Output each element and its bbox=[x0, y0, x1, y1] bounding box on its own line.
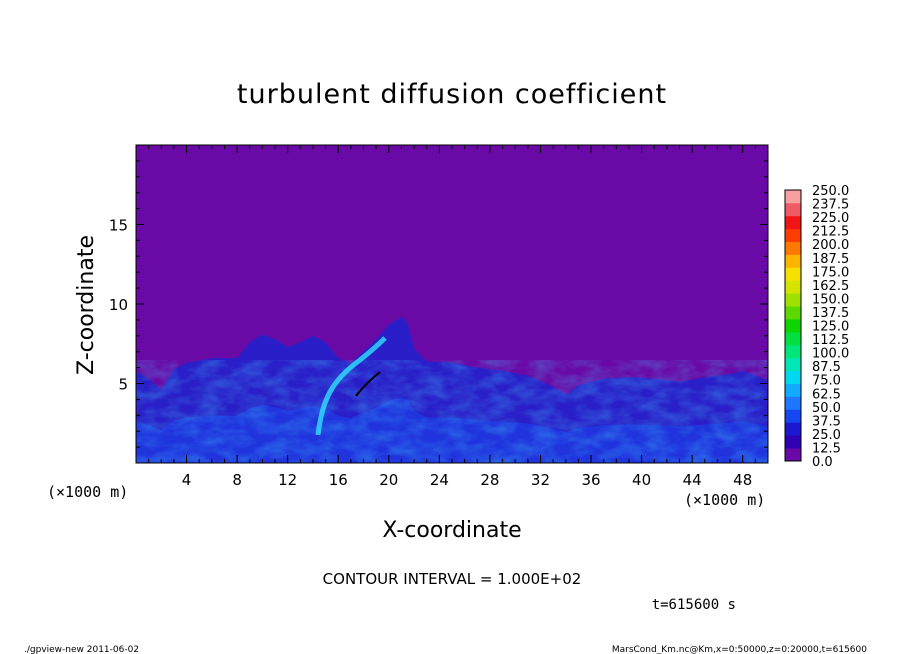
colorbar-label: 125.0 bbox=[812, 320, 849, 335]
colorbar-label: 187.5 bbox=[812, 252, 849, 267]
colorbar-label: 250.0 bbox=[812, 184, 849, 199]
colorbar-label: 0.0 bbox=[812, 455, 833, 470]
colorbar-swatch bbox=[785, 319, 801, 333]
x-tick-label: 36 bbox=[581, 471, 600, 489]
colorbar-swatch bbox=[785, 280, 801, 294]
colorbar-swatch bbox=[785, 254, 801, 268]
y-axis: 5 10 15 bbox=[109, 160, 768, 448]
colorbar-swatch bbox=[785, 190, 801, 204]
x-unit-right: (×1000 m) bbox=[684, 491, 765, 509]
colorbar-swatch bbox=[785, 422, 801, 436]
contour-line bbox=[355, 371, 381, 397]
x-axis: 4 8 12 16 20 24 28 32 36 40 44 48 bbox=[148, 145, 756, 489]
colorbar-swatch bbox=[785, 370, 801, 384]
x-tick-label: 20 bbox=[379, 471, 398, 489]
colorbar-label: 137.5 bbox=[812, 306, 849, 321]
y-tick-label: 5 bbox=[118, 376, 128, 394]
colorbar-swatch bbox=[785, 409, 801, 423]
x-unit-left: (×1000 m) bbox=[47, 483, 128, 501]
colorbar-swatch bbox=[785, 241, 801, 255]
plot-area bbox=[135, 144, 769, 464]
colorbar bbox=[784, 189, 802, 462]
y-axis-label: Z-coordinate bbox=[74, 235, 99, 375]
colorbar-label: 162.5 bbox=[812, 279, 849, 294]
x-tick-label: 28 bbox=[480, 471, 499, 489]
colorbar-label: 200.0 bbox=[812, 238, 849, 253]
x-tick-label: 12 bbox=[278, 471, 297, 489]
colorbar-label: 50.0 bbox=[812, 401, 841, 416]
colorbar-swatch bbox=[785, 344, 801, 359]
colorbar-swatch bbox=[785, 202, 801, 217]
colorbar-label: 37.5 bbox=[812, 414, 841, 429]
y-tick-label: 10 bbox=[109, 296, 128, 314]
colorbar-label: 75.0 bbox=[812, 374, 841, 389]
x-tick-label: 16 bbox=[329, 471, 348, 489]
chart-title: turbulent diffusion coefficient bbox=[237, 79, 667, 110]
colorbar-label: 87.5 bbox=[812, 360, 841, 375]
x-tick-label: 4 bbox=[182, 471, 192, 489]
colorbar-labels: 0.012.525.037.550.062.575.087.5100.0112.… bbox=[812, 184, 849, 470]
x-tick-label: 24 bbox=[430, 471, 449, 489]
colorbar-swatch bbox=[785, 448, 801, 462]
x-tick-label: 48 bbox=[733, 471, 752, 489]
colorbar-label: 112.5 bbox=[812, 333, 849, 348]
colorbar-label: 212.5 bbox=[812, 225, 849, 240]
updraft-core bbox=[315, 336, 387, 436]
colorbar-swatch bbox=[785, 293, 801, 307]
y-tick-label: 15 bbox=[109, 217, 128, 235]
colorbar-swatch bbox=[785, 267, 801, 281]
colorbar-swatch bbox=[785, 435, 801, 449]
colorbar-swatch bbox=[785, 357, 801, 372]
colorbar-swatch bbox=[785, 396, 801, 410]
colorbar-frame bbox=[784, 189, 802, 462]
colorbar-swatch bbox=[785, 306, 801, 320]
x-tick-label: 40 bbox=[632, 471, 651, 489]
colorbar-label: 175.0 bbox=[812, 265, 849, 280]
colorbar-label: 237.5 bbox=[812, 198, 849, 213]
turbulent-texture bbox=[136, 360, 768, 463]
contour-interval: CONTOUR INTERVAL = 1.000E+02 bbox=[323, 570, 582, 588]
colorbar-label: 225.0 bbox=[812, 211, 849, 226]
colorbar-label: 150.0 bbox=[812, 292, 849, 307]
x-tick-label: 44 bbox=[683, 471, 702, 489]
footer-left: ./gpview-new 2011-06-02 bbox=[24, 645, 139, 654]
time-label: t=615600 s bbox=[652, 597, 736, 613]
colorbar-label: 62.5 bbox=[812, 387, 841, 402]
colorbar-label: 25.0 bbox=[812, 428, 841, 443]
x-tick-label: 8 bbox=[232, 471, 242, 489]
colorbar-label: 12.5 bbox=[812, 441, 841, 456]
colorbar-swatch bbox=[785, 383, 801, 397]
colorbar-swatch bbox=[785, 331, 801, 346]
colorbar-swatch bbox=[785, 215, 801, 230]
colorbar-swatch bbox=[785, 228, 801, 243]
x-tick-label: 32 bbox=[531, 471, 550, 489]
colorbar-label: 100.0 bbox=[812, 347, 849, 362]
footer-right: MarsCond_Km.nc@Km,x=0:50000,z=0:20000,t=… bbox=[612, 645, 867, 654]
x-axis-label: X-coordinate bbox=[382, 518, 521, 543]
